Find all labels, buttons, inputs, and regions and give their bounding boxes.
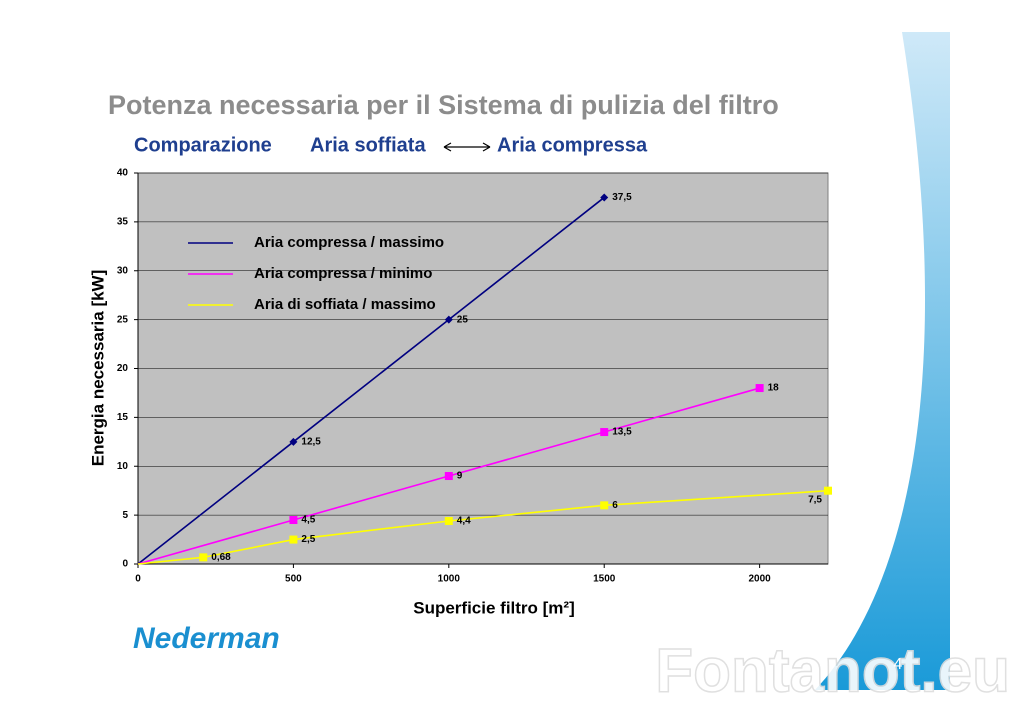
subtitle: Aria compressa <box>497 134 648 156</box>
y-tick-label: 10 <box>117 461 129 472</box>
marker <box>600 428 609 437</box>
swoosh <box>815 32 950 690</box>
legend-label: Aria di soffiata / massimo <box>254 296 436 313</box>
arrow <box>443 142 491 152</box>
marker <box>289 437 298 446</box>
y-tick-label: 20 <box>117 363 129 374</box>
y-tick-label: 0 <box>122 559 128 570</box>
marker <box>600 193 609 202</box>
data-label: 18 <box>768 383 780 394</box>
legend-label: Aria compressa / massimo <box>254 234 444 251</box>
data-label: 12,5 <box>301 436 321 447</box>
y-tick-label: 15 <box>117 412 129 423</box>
marker <box>289 516 298 525</box>
legend-label: Aria compressa / minimo <box>254 265 432 282</box>
data-label: 6 <box>612 500 618 511</box>
x-tick-label: 2000 <box>748 574 771 585</box>
data-label: 2,5 <box>301 534 315 545</box>
data-label: 4,4 <box>457 516 471 527</box>
series-line <box>137 489 829 565</box>
x-axis-label: Superficie filtro [m²] <box>413 598 575 617</box>
logo: Nederman <box>133 622 280 655</box>
y-tick-label: 25 <box>117 314 129 325</box>
subtitle: Aria soffiata <box>310 134 426 156</box>
data-label: 7,5 <box>808 494 822 505</box>
marker <box>289 535 298 544</box>
y-tick-label: 30 <box>117 265 129 276</box>
page-number: 4 <box>894 656 903 673</box>
marker <box>444 315 453 324</box>
marker <box>444 472 453 481</box>
data-label: 0,68 <box>211 552 231 563</box>
marker <box>199 553 208 562</box>
marker <box>600 501 609 510</box>
data-label: 9 <box>457 471 463 482</box>
subtitle: Comparazione <box>134 134 272 156</box>
marker <box>444 516 453 525</box>
plot: 0 5 10 15 20 25 30 35 40 0 500 1000 1500 2000 12,5 25 37… <box>117 168 832 585</box>
marker <box>755 384 764 393</box>
x-tick-label: 1000 <box>438 574 461 585</box>
series-line <box>137 196 605 565</box>
x-tick-label: 0 <box>135 574 141 585</box>
watermark: Fontanot.eu <box>655 636 1010 705</box>
y-axis-label: Energia necessaria [kW] <box>88 270 107 467</box>
chart-title: Potenza necessaria per il Sistema di pul… <box>108 90 779 120</box>
y-tick-label: 35 <box>117 217 129 228</box>
y-tick-label: 5 <box>122 510 128 521</box>
x-tick-label: 500 <box>285 574 302 585</box>
x-tick-label: 1500 <box>593 574 616 585</box>
data-label: 4,5 <box>301 515 315 526</box>
data-label: 37,5 <box>612 192 632 203</box>
data-label: 13,5 <box>612 427 632 438</box>
data-label: 25 <box>457 314 469 325</box>
y-tick-label: 40 <box>117 168 129 179</box>
marker <box>824 486 832 495</box>
